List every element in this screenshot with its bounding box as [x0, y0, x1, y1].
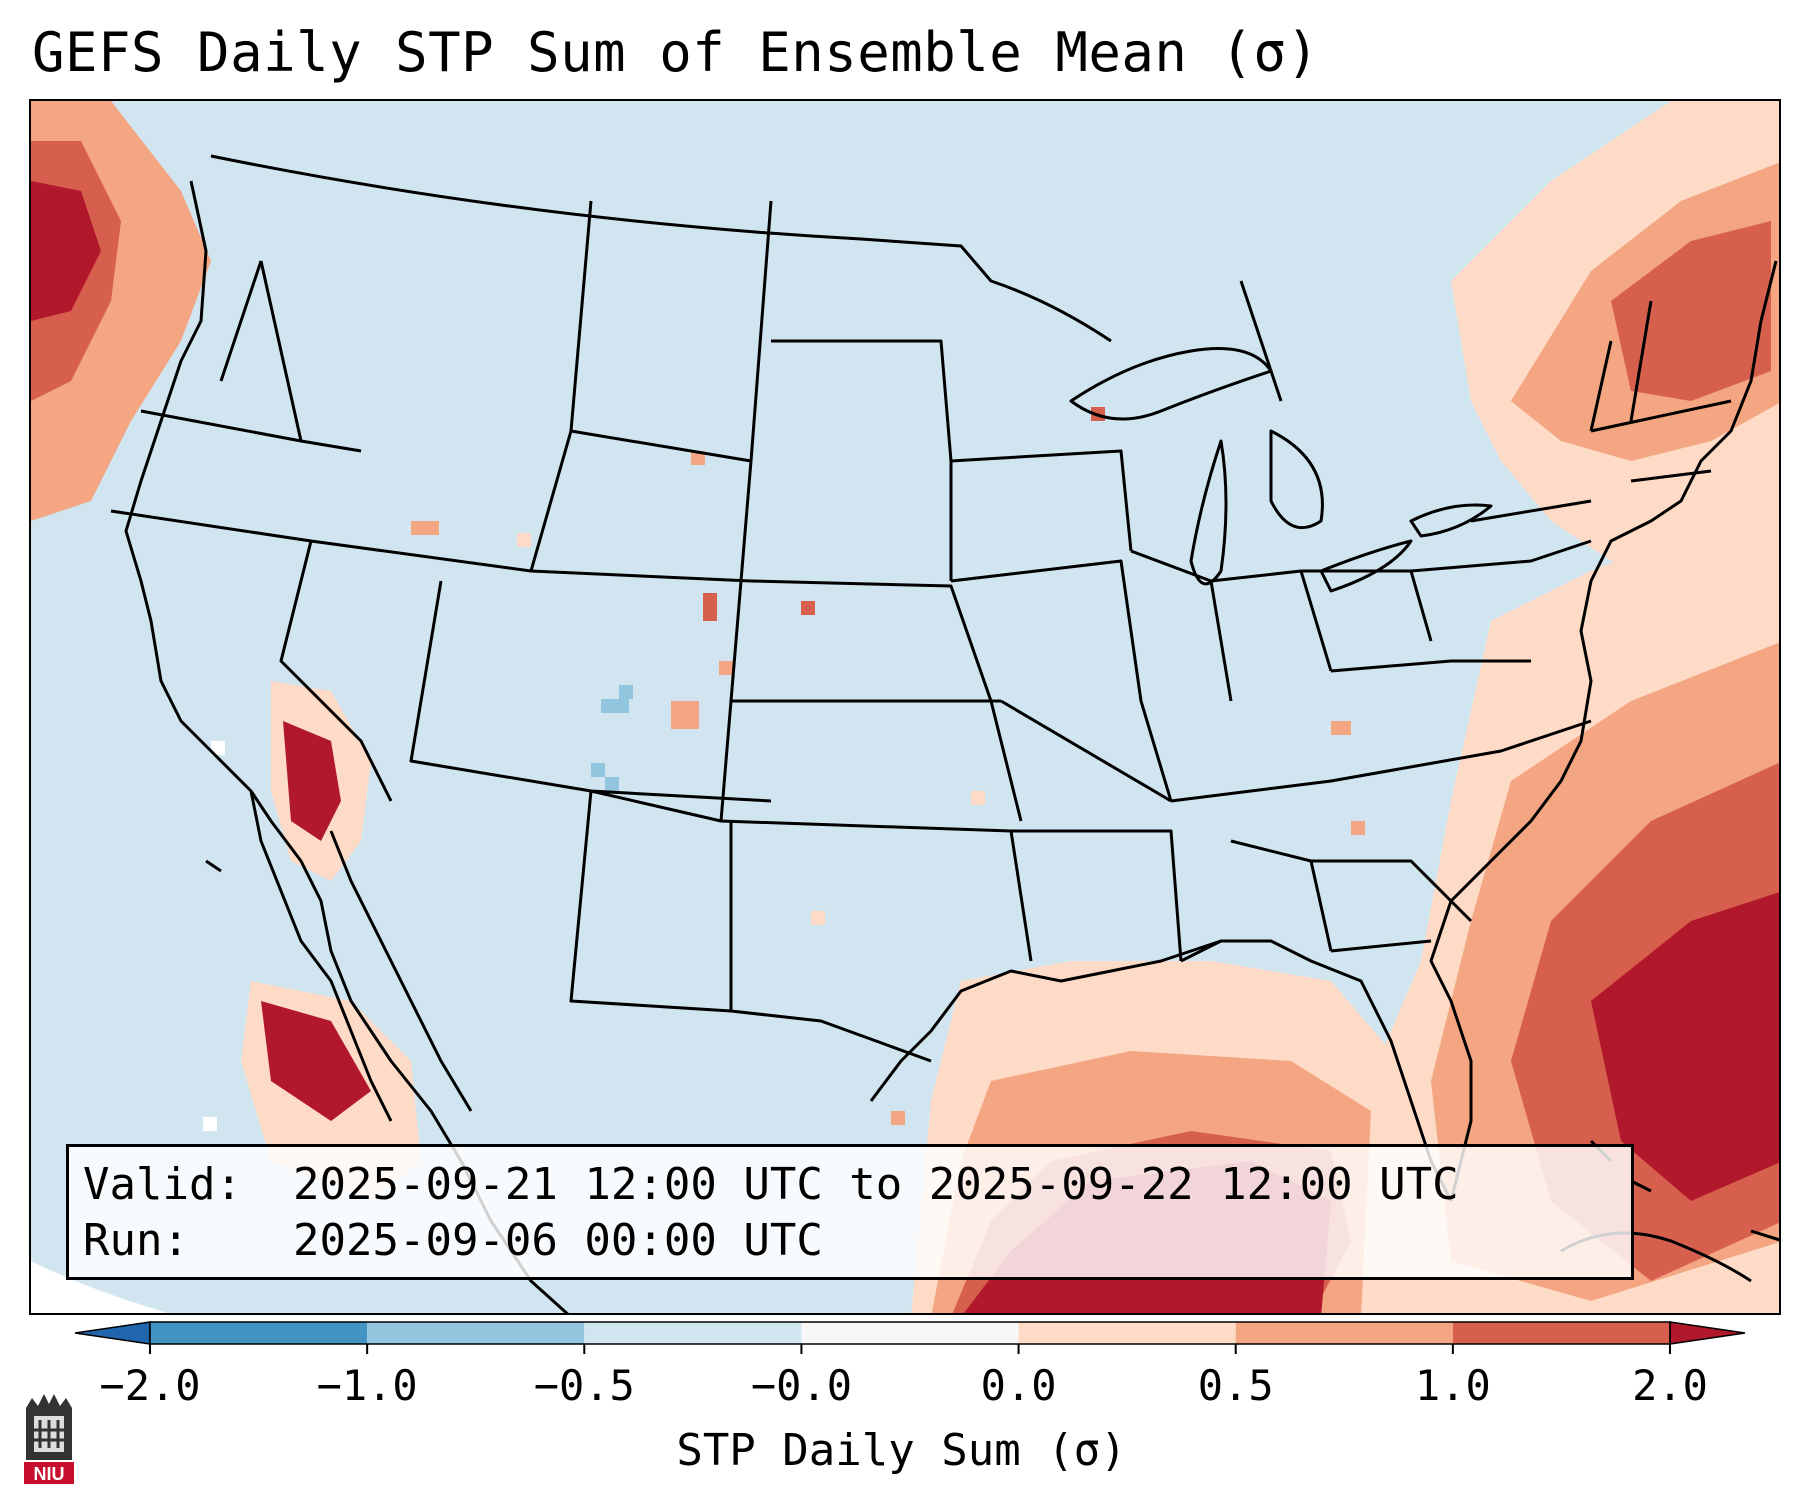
run-info-box: Valid: 2025-09-21 12:00 UTC to 2025-09-2…: [66, 1144, 1634, 1280]
colorbar-outline: [149, 1321, 1671, 1345]
colorbar: [74, 1321, 1746, 1354]
state-line: [1330, 659, 1531, 673]
anomaly-region-northeast-high: [1611, 221, 1771, 401]
anomaly-pixel: [203, 1117, 217, 1131]
state-line: [749, 200, 773, 462]
anomaly-pixel: [691, 451, 705, 465]
run-label: Run:: [83, 1215, 189, 1266]
state-line: [259, 260, 303, 442]
state-line: [1170, 719, 1592, 803]
state-line: [569, 790, 732, 1013]
run-value: 2025-09-06 00:00 UTC: [293, 1215, 823, 1266]
state-line: [219, 260, 263, 382]
state-line: [729, 821, 932, 1063]
lake-erie: [1319, 539, 1413, 593]
run-row: Run: 2025-09-06 00:00 UTC: [83, 1213, 1617, 1269]
state-line: [569, 200, 593, 432]
colorbar-tick-label: 0.0: [980, 1361, 1057, 1410]
anomaly-pixel: [811, 911, 825, 925]
anomaly-pixel: [1331, 721, 1351, 735]
colorbar-tick-label: −1.0: [316, 1361, 418, 1410]
logo-text: NIU: [34, 1464, 65, 1484]
colorbar-tick-label: −0.0: [750, 1361, 852, 1410]
map-panel[interactable]: [29, 99, 1781, 1315]
anomaly-pixel: [619, 685, 633, 699]
valid-value: 2025-09-21 12:00 UTC to 2025-09-22 12:00…: [293, 1159, 1459, 1210]
colorbar-tick-label: −0.5: [533, 1361, 635, 1410]
anomaly-pixel: [671, 701, 699, 729]
anomaly-region-baja-core: [283, 721, 341, 841]
island-channel: [205, 859, 222, 873]
lake-michigan: [1189, 439, 1228, 586]
state-line: [1011, 829, 1183, 962]
coastline-gulf: [869, 939, 1453, 1202]
lake-ontario: [1409, 503, 1493, 538]
colorbar-bin: [801, 1322, 1019, 1344]
anomaly-pixel: [517, 533, 531, 547]
colorbar-tick-label: 2.0: [1632, 1361, 1708, 1410]
projection-outside: [31, 1261, 168, 1313]
state-line: [771, 339, 953, 581]
state-line: [110, 509, 752, 583]
coastline-gulf-california: [329, 830, 473, 1112]
state-line: [950, 449, 1133, 552]
lake-huron: [1269, 429, 1324, 530]
anomaly-region-sonora-core: [261, 1001, 371, 1121]
anomaly-region-atlantic-max: [1591, 892, 1779, 1201]
state-line: [1311, 859, 1473, 923]
coastline-baja: [249, 790, 393, 1122]
state-line: [409, 580, 772, 803]
colorbar-bin: [1452, 1322, 1670, 1344]
map-linework: [110, 154, 1778, 1313]
colorbar-bin: [367, 1322, 585, 1344]
state-line: [1180, 939, 1222, 963]
coastline-pacific: [124, 180, 569, 1313]
state-line: [529, 429, 753, 582]
anomaly-pixel: [591, 763, 605, 777]
anomaly-pixel: [605, 777, 619, 791]
state-line: [1589, 340, 1613, 432]
coastline-atlantic: [1429, 260, 1778, 1202]
anomaly-pixel: [411, 521, 439, 535]
colorbar-tick-label: 1.0: [1414, 1361, 1491, 1410]
anomaly-pixel: [1351, 821, 1365, 835]
state-line: [750, 579, 1023, 822]
anomaly-pixel: [703, 593, 717, 621]
colorbar-label: STP Daily Sum (σ): [676, 1425, 1127, 1476]
anomaly-pixel: [971, 791, 985, 805]
state-line: [950, 559, 1173, 802]
valid-row: Valid: 2025-09-21 12:00 UTC to 2025-09-2…: [83, 1157, 1617, 1213]
border-us-canada: [210, 154, 1112, 343]
state-line: [1330, 939, 1432, 953]
anomaly-pixel: [601, 699, 629, 713]
colorbar-bin: [1018, 1322, 1236, 1344]
anomaly-pixel: [719, 661, 733, 675]
niu-logo: NIU: [24, 1394, 74, 1484]
state-line: [1590, 399, 1732, 433]
state-line: [1410, 539, 1592, 573]
stp-map: [31, 101, 1779, 1313]
state-line: [1239, 280, 1283, 402]
state-line: [279, 540, 393, 802]
island-hispaniola: [1750, 1229, 1779, 1242]
colorbar-tick-label: 0.5: [1197, 1361, 1274, 1410]
colorbar-bin: [150, 1322, 368, 1344]
anomaly-pixel: [801, 601, 815, 615]
state-line: [1000, 699, 1172, 803]
colorbar-bin: [1235, 1322, 1453, 1344]
anomaly-pixel: [211, 741, 225, 755]
map-title: GEFS Daily STP Sum of Ensemble Mean (σ): [32, 21, 1320, 84]
colorbar-tick-label: −2.0: [99, 1361, 201, 1410]
colorbar-extend-min: [74, 1321, 151, 1345]
colorbar-bin: [584, 1322, 802, 1344]
state-line: [1630, 469, 1712, 483]
colorbar-extend-max: [1669, 1321, 1746, 1345]
state-line: [1470, 499, 1592, 523]
anomaly-region-pacific-nw-max: [31, 181, 101, 321]
state-line: [1629, 300, 1653, 422]
anomaly-pixel: [891, 1111, 905, 1125]
valid-label: Valid:: [83, 1159, 242, 1210]
